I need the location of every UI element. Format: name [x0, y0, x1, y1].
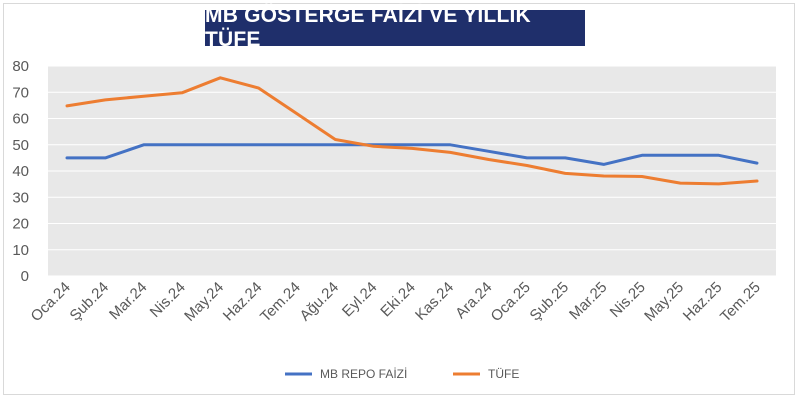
y-tick-label: 10 — [12, 242, 29, 259]
x-tick-label: Tem.25 — [717, 279, 764, 326]
y-tick-label: 20 — [12, 216, 29, 233]
gridlines — [48, 65, 776, 277]
legend: MB REPO FAİZİ TÜFE — [285, 367, 519, 381]
x-tick-label: Oca.25 — [488, 279, 534, 325]
y-tick-label: 30 — [12, 189, 29, 206]
x-tick-label: May.24 — [181, 279, 227, 325]
y-tick-label: 60 — [12, 111, 29, 128]
y-tick-label: 80 — [12, 58, 29, 75]
y-tick-label: 70 — [12, 84, 29, 101]
x-tick-label: Şub.24 — [67, 279, 113, 325]
legend-label: MB REPO FAİZİ — [320, 367, 407, 381]
x-tick-label: Eyl.24 — [339, 279, 381, 321]
y-tick-label: 40 — [12, 163, 29, 180]
x-tick-label: Haz.24 — [220, 279, 266, 325]
x-tick-label: May.25 — [641, 279, 687, 325]
x-tick-label: Mar.24 — [106, 279, 150, 323]
x-tick-label: Oca.24 — [28, 279, 74, 325]
x-axis-ticks: Oca.24Şub.24Mar.24Nis.24May.24Haz.24Tem.… — [28, 279, 764, 326]
series-line-mb-repo-faizi — [65, 143, 759, 166]
y-tick-label: 0 — [21, 268, 29, 285]
chart-title: MB GÖSTERGE FAİZİ VE YILLIK TÜFE — [205, 4, 585, 51]
y-tick-label: 50 — [12, 137, 29, 154]
x-tick-label: Haz.25 — [680, 279, 726, 325]
x-tick-label: Şub.25 — [527, 279, 573, 325]
series-lines — [65, 76, 759, 186]
series-line-tufe — [65, 76, 759, 186]
legend-label: TÜFE — [488, 367, 519, 381]
x-tick-label: Mar.25 — [566, 279, 610, 323]
x-tick-label: Eki.24 — [377, 279, 419, 321]
x-tick-label: Kas.24 — [412, 279, 457, 324]
x-tick-label: Ağu.24 — [297, 279, 343, 325]
y-axis-ticks: 0 10 20 30 40 50 60 70 80 — [12, 58, 29, 285]
x-tick-label: Tem.24 — [257, 279, 304, 326]
